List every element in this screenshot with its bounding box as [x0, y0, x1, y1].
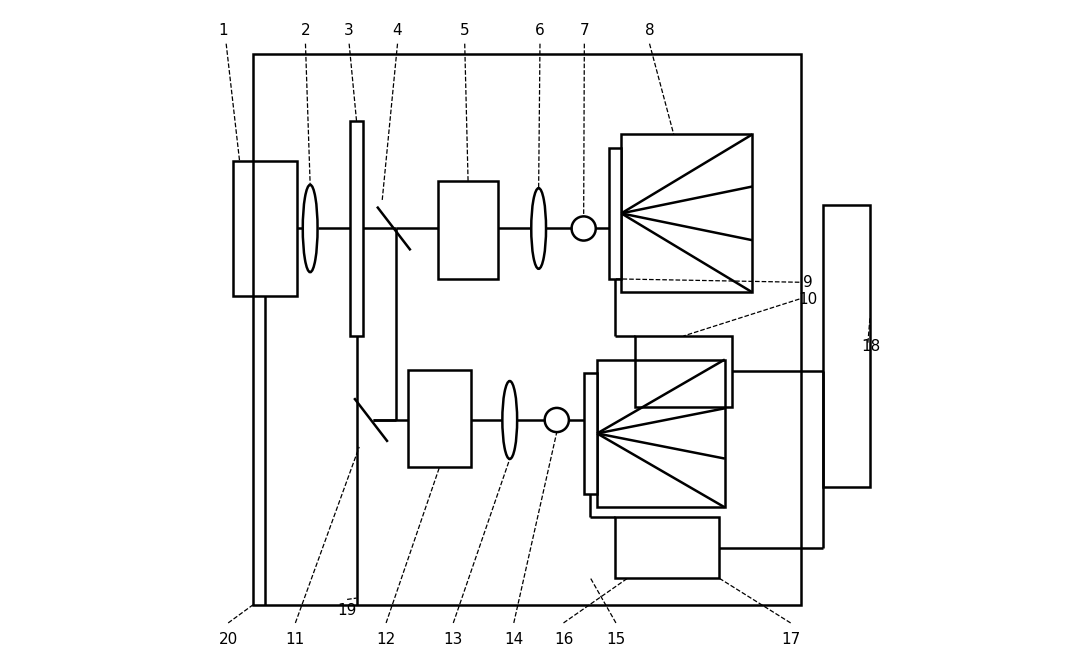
Text: 6: 6 — [535, 23, 545, 38]
Text: 16: 16 — [554, 632, 573, 647]
Text: 7: 7 — [580, 23, 589, 38]
Bar — [597, 360, 725, 507]
Bar — [583, 373, 597, 494]
Text: 10: 10 — [798, 292, 817, 306]
Ellipse shape — [544, 408, 569, 432]
Bar — [609, 148, 621, 279]
Text: 2: 2 — [300, 23, 310, 38]
Text: 15: 15 — [606, 632, 625, 647]
Text: 14: 14 — [504, 632, 524, 647]
Text: 5: 5 — [460, 23, 469, 38]
Ellipse shape — [302, 185, 318, 272]
Bar — [253, 54, 801, 605]
Bar — [635, 336, 732, 407]
Ellipse shape — [531, 188, 546, 269]
Text: 12: 12 — [376, 632, 396, 647]
Text: 11: 11 — [286, 632, 305, 647]
Text: 20: 20 — [219, 632, 237, 647]
Bar — [350, 121, 362, 336]
Text: 4: 4 — [392, 23, 402, 38]
Bar — [615, 517, 719, 578]
Text: 13: 13 — [443, 632, 463, 647]
Ellipse shape — [502, 381, 517, 459]
Ellipse shape — [571, 216, 596, 241]
Text: 1: 1 — [218, 23, 228, 38]
Bar — [408, 370, 472, 467]
Text: 9: 9 — [802, 275, 812, 290]
Bar — [823, 205, 870, 487]
Text: 3: 3 — [345, 23, 354, 38]
Text: 8: 8 — [645, 23, 655, 38]
Bar — [621, 134, 752, 292]
Text: 19: 19 — [337, 603, 357, 618]
Text: 17: 17 — [780, 632, 800, 647]
Bar — [438, 181, 499, 279]
Bar — [233, 161, 297, 296]
Text: 18: 18 — [862, 339, 881, 353]
